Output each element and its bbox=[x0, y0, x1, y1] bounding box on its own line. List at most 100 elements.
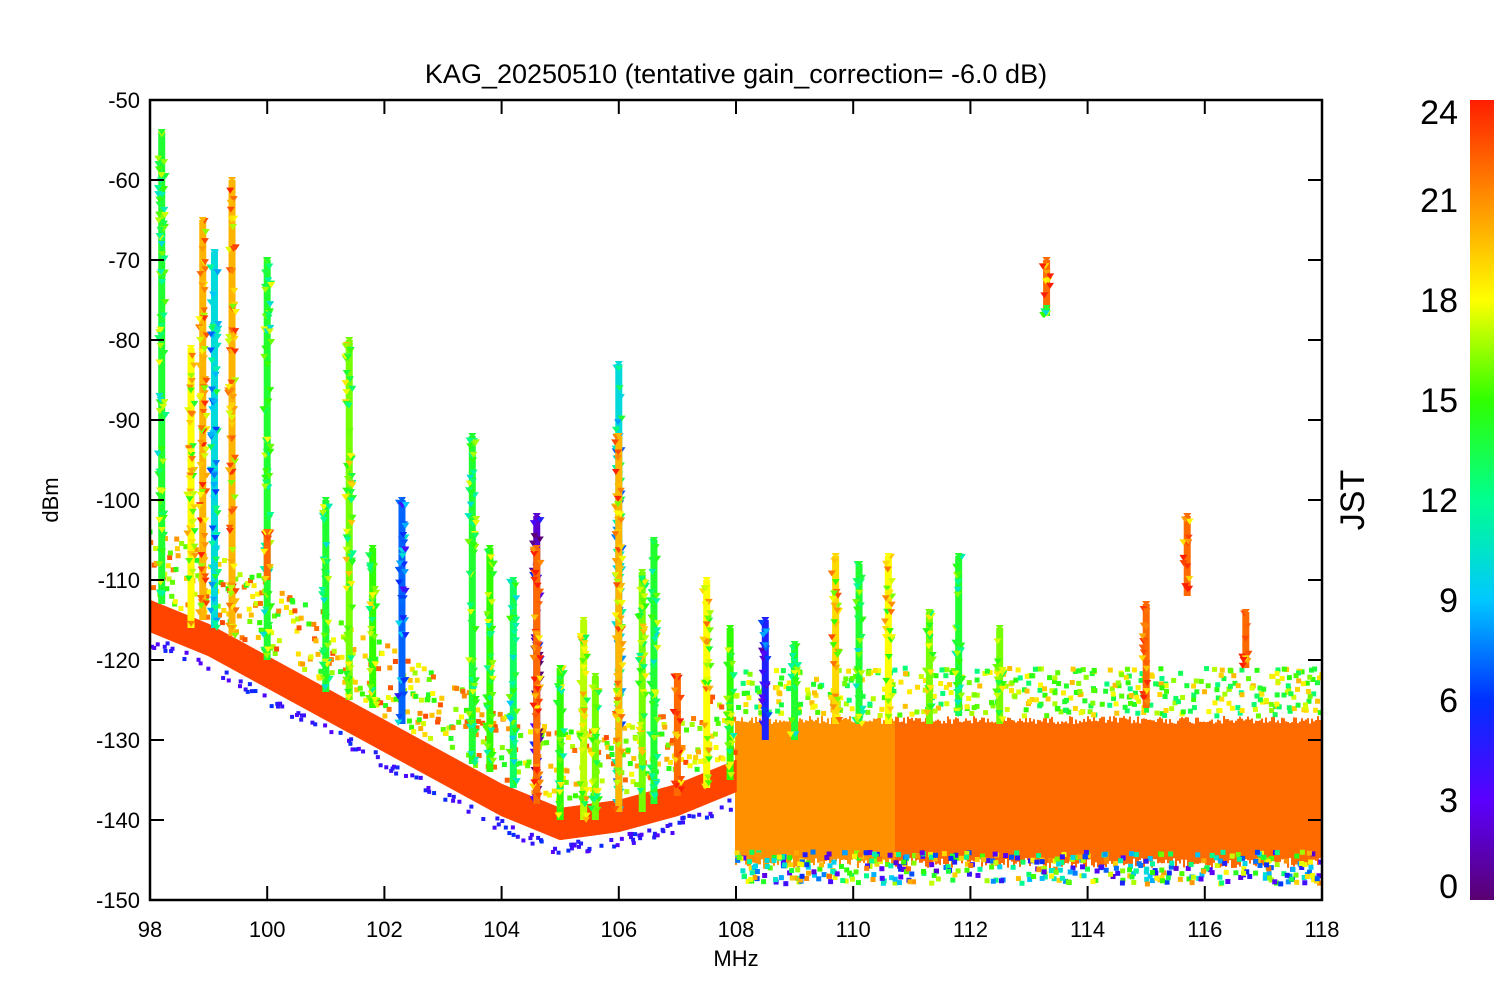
signal-point bbox=[1142, 665, 1151, 672]
signal-column bbox=[153, 129, 170, 604]
floor-point bbox=[275, 701, 280, 706]
signal-point bbox=[794, 662, 803, 669]
band-point bbox=[1240, 855, 1246, 861]
signal-point bbox=[580, 646, 589, 653]
floor-point bbox=[302, 602, 308, 608]
band-point bbox=[1128, 700, 1134, 706]
signal-point bbox=[187, 620, 196, 627]
signal-point bbox=[210, 399, 219, 406]
band-point bbox=[1154, 875, 1160, 881]
signal-point bbox=[266, 387, 275, 394]
signal-point bbox=[613, 578, 622, 585]
band-point bbox=[1225, 878, 1231, 884]
band-point bbox=[1153, 870, 1159, 876]
signal-point bbox=[197, 602, 206, 609]
floor-point bbox=[428, 735, 434, 741]
signal-point bbox=[214, 321, 223, 328]
band-point bbox=[1207, 867, 1213, 873]
signal-point bbox=[506, 716, 515, 723]
floor-point bbox=[302, 667, 308, 673]
signal-column bbox=[669, 673, 686, 796]
band-point bbox=[831, 859, 837, 865]
band-point bbox=[1148, 672, 1154, 678]
signal-point bbox=[1042, 310, 1051, 317]
floor-point bbox=[392, 764, 397, 769]
band-point bbox=[1036, 853, 1042, 859]
floor-point bbox=[597, 762, 603, 768]
signal-peak bbox=[954, 553, 963, 559]
signal-point bbox=[228, 402, 237, 409]
signal-point bbox=[155, 408, 164, 415]
floor-point bbox=[435, 719, 441, 725]
floor-point bbox=[257, 600, 263, 606]
signal-point bbox=[367, 690, 376, 697]
band-point bbox=[1217, 874, 1223, 880]
band-point bbox=[821, 872, 827, 878]
signal-point bbox=[671, 731, 680, 738]
signal-point bbox=[677, 776, 686, 783]
signal-point bbox=[723, 695, 732, 702]
band-point bbox=[1037, 703, 1043, 709]
signal-point bbox=[531, 569, 540, 576]
signal-point bbox=[637, 747, 646, 754]
band-point bbox=[1003, 853, 1009, 859]
floor-point bbox=[167, 550, 173, 556]
band-point bbox=[809, 700, 815, 706]
floor-point bbox=[710, 694, 716, 700]
band-point bbox=[788, 862, 794, 868]
signal-point bbox=[201, 577, 210, 584]
floor-point bbox=[639, 832, 644, 837]
signal-point bbox=[227, 515, 236, 522]
floor-point bbox=[221, 675, 226, 680]
signal-point bbox=[225, 334, 234, 341]
y-tick-label: -120 bbox=[96, 648, 140, 673]
band-point bbox=[1027, 699, 1033, 705]
band-point bbox=[1037, 687, 1043, 693]
signal-point bbox=[583, 697, 592, 704]
signal-point bbox=[582, 796, 591, 803]
band-point bbox=[1120, 877, 1126, 883]
x-tick-label: 112 bbox=[953, 917, 988, 942]
signal-point bbox=[926, 704, 935, 711]
signal-point bbox=[199, 408, 208, 415]
signal-point bbox=[155, 233, 164, 240]
signal-point bbox=[227, 379, 236, 386]
band-point bbox=[851, 853, 857, 859]
floor-point bbox=[659, 731, 665, 737]
signal-point bbox=[505, 694, 514, 701]
band-point bbox=[989, 864, 995, 870]
band-point bbox=[1154, 710, 1160, 716]
floor-point bbox=[357, 685, 363, 691]
signal-peak bbox=[1042, 305, 1051, 311]
floor-point bbox=[221, 608, 227, 614]
signal-point bbox=[397, 598, 406, 605]
floor-point bbox=[521, 838, 526, 843]
signal-point bbox=[471, 728, 480, 735]
band-point bbox=[1308, 859, 1314, 865]
band-point bbox=[964, 850, 970, 856]
signal-point bbox=[639, 598, 648, 605]
signal-point bbox=[469, 667, 478, 674]
band-point bbox=[1311, 691, 1317, 697]
band-point bbox=[953, 852, 959, 858]
floor-point bbox=[196, 657, 201, 662]
band-point bbox=[1283, 858, 1289, 864]
floor-point bbox=[712, 731, 718, 737]
signal-point bbox=[511, 622, 520, 629]
signal-point bbox=[1040, 292, 1049, 299]
band-point bbox=[1173, 695, 1179, 701]
band-point bbox=[1152, 868, 1158, 874]
signal-column bbox=[634, 569, 651, 812]
signal-point bbox=[158, 251, 167, 258]
x-tick-label: 116 bbox=[1187, 917, 1222, 942]
signal-peak bbox=[761, 617, 770, 623]
signal-point bbox=[764, 712, 773, 719]
floor-point bbox=[262, 693, 267, 698]
signal-point bbox=[725, 748, 734, 755]
signal-point bbox=[197, 428, 206, 435]
signal-point bbox=[640, 626, 649, 633]
signal-point bbox=[370, 697, 379, 704]
floor-point bbox=[652, 835, 657, 840]
signal-peak bbox=[532, 513, 541, 519]
band-point bbox=[1233, 870, 1239, 876]
